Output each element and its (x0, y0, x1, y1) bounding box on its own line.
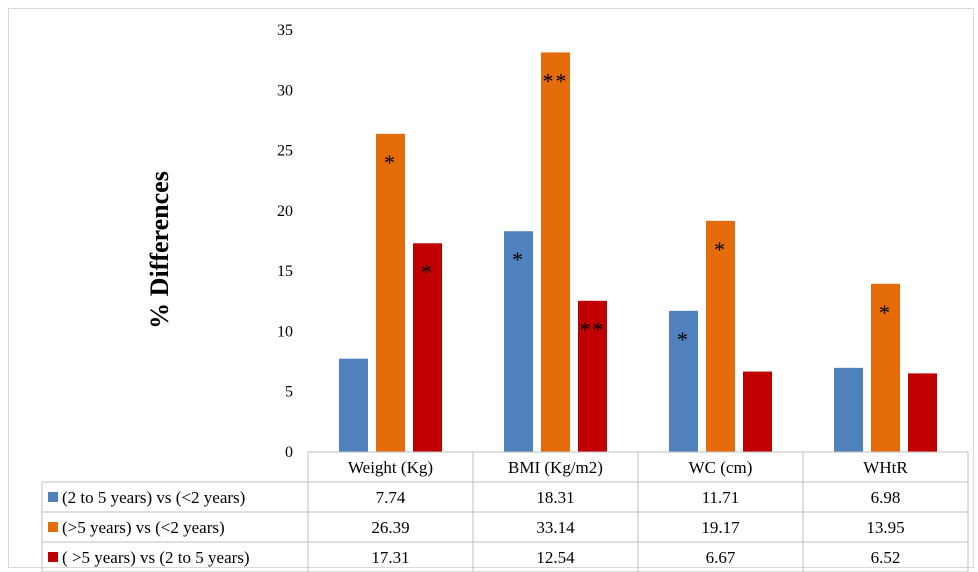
legend-entry: (>5 years) vs (<2 years) (62, 518, 225, 537)
bar (504, 231, 533, 452)
legend-entry: (2 to 5 years) vs (<2 years) (62, 488, 245, 507)
significance-marker: * (714, 237, 727, 262)
bar (908, 373, 937, 452)
significance-marker: ** (543, 68, 569, 93)
x-tick-label: Weight (Kg) (348, 458, 433, 477)
chart-frame (8, 8, 974, 568)
significance-marker: ** (580, 317, 606, 342)
data-label: 6.52 (871, 548, 901, 567)
data-label: 26.39 (371, 518, 409, 537)
significance-marker: * (421, 259, 434, 284)
significance-marker: * (512, 247, 525, 272)
data-label: 17.31 (371, 548, 409, 567)
y-axis-ticks: 0 5 10 15 20 25 30 35 (277, 22, 293, 461)
legend-swatch (48, 552, 58, 562)
y-tick-label: 30 (277, 82, 293, 99)
bar (541, 52, 570, 453)
bar (376, 133, 405, 452)
data-table: Weight (Kg) BMI (Kg/m2) WC (cm) WHtR (2 to 5… (41, 451, 969, 572)
significance-marker: * (677, 327, 690, 352)
data-label: 18.31 (536, 488, 574, 507)
y-tick-label: 20 (277, 203, 293, 220)
data-label: 12.54 (536, 548, 575, 567)
data-label: 13.95 (866, 518, 904, 537)
bar (743, 371, 772, 452)
bar (871, 283, 900, 452)
data-label: 19.17 (701, 518, 740, 537)
bar (706, 220, 735, 452)
x-tick-label: WC (cm) (689, 458, 753, 477)
bar (339, 358, 368, 452)
y-axis-label: % Differences (145, 171, 174, 329)
x-tick-label: BMI (Kg/m2) (508, 458, 603, 477)
data-label: 11.71 (702, 488, 740, 507)
y-tick-label: 5 (285, 384, 293, 401)
data-label: 7.74 (376, 488, 406, 507)
significance-marker: * (879, 300, 892, 325)
bar (669, 310, 698, 452)
data-label: 6.98 (871, 488, 901, 507)
significance-marker: * (384, 150, 397, 175)
y-tick-label: 35 (277, 22, 293, 39)
data-label: 6.67 (706, 548, 736, 567)
legend-swatch (48, 492, 58, 502)
x-tick-label: WHtR (863, 458, 908, 477)
legend-swatch (48, 522, 58, 532)
bar (413, 243, 442, 452)
data-label: 33.14 (536, 518, 575, 537)
y-tick-label: 15 (277, 263, 293, 280)
y-tick-label: 10 (277, 323, 293, 340)
bars: ********** (339, 52, 937, 453)
y-tick-label: 0 (285, 444, 293, 461)
bar (834, 367, 863, 452)
bar (578, 300, 607, 452)
y-tick-label: 25 (277, 143, 293, 160)
legend-entry: ( >5 years) vs (2 to 5 years) (62, 548, 250, 567)
